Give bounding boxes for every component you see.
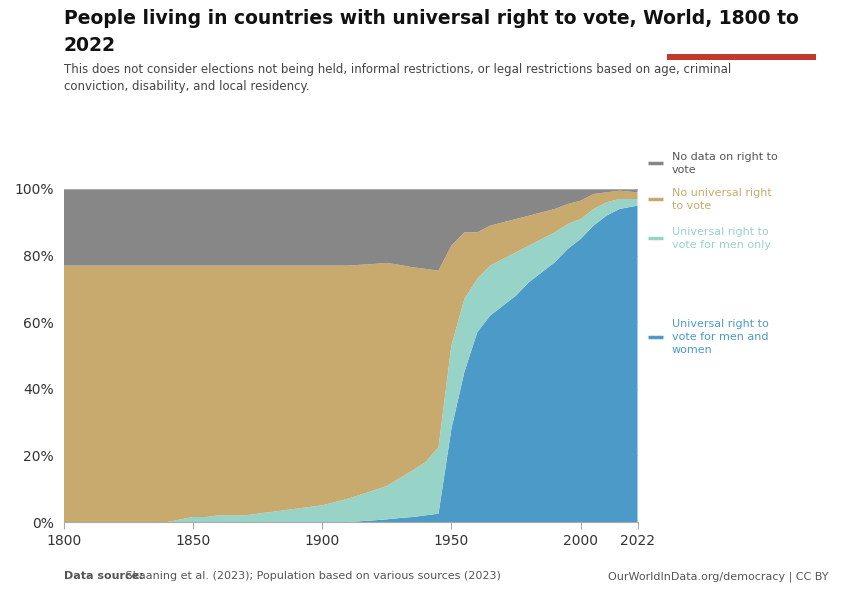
Text: Universal right to
vote for men only: Universal right to vote for men only <box>672 227 770 250</box>
Bar <box>667 54 816 60</box>
Text: Our World
in Data: Our World in Data <box>706 16 777 46</box>
Text: People living in countries with universal right to vote, World, 1800 to: People living in countries with universa… <box>64 9 798 28</box>
Text: 2022: 2022 <box>64 36 116 55</box>
Text: This does not consider elections not being held, informal restrictions, or legal: This does not consider elections not bei… <box>64 63 731 93</box>
Text: Data source:: Data source: <box>64 571 144 581</box>
Text: OurWorldInData.org/democracy | CC BY: OurWorldInData.org/democracy | CC BY <box>609 571 829 582</box>
Text: Universal right to
vote for men and
women: Universal right to vote for men and wome… <box>672 319 768 355</box>
Text: No universal right
to vote: No universal right to vote <box>672 188 771 211</box>
Text: Skaaning et al. (2023); Population based on various sources (2023): Skaaning et al. (2023); Population based… <box>122 571 501 581</box>
Text: No data on right to
vote: No data on right to vote <box>672 152 777 175</box>
